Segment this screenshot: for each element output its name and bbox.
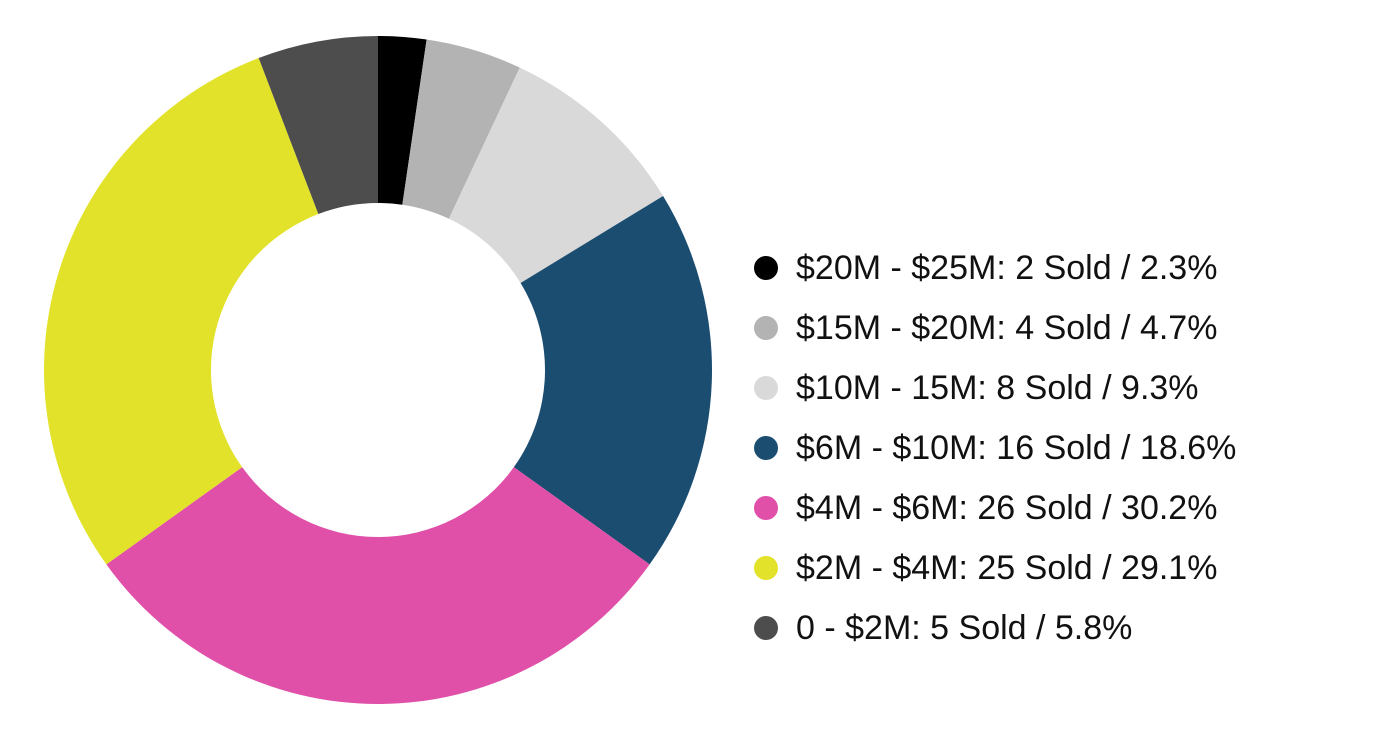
legend-item: $10M - 15M: 8 Sold / 9.3% — [754, 358, 1374, 418]
legend-label: $15M - $20M: 4 Sold / 4.7% — [796, 308, 1218, 347]
donut-slice-3 — [448, 67, 664, 284]
donut-slice-1 — [378, 36, 427, 205]
legend-item: $15M - $20M: 4 Sold / 4.7% — [754, 298, 1374, 358]
legend-item: $4M - $6M: 26 Sold / 30.2% — [754, 478, 1374, 538]
legend-swatch-icon — [754, 256, 778, 280]
donut-slice-7 — [258, 36, 378, 215]
legend-swatch-icon — [754, 316, 778, 340]
legend-item: $20M - $25M: 2 Sold / 2.3% — [754, 238, 1374, 298]
legend-swatch-icon — [754, 436, 778, 460]
legend-item: $2M - $4M: 25 Sold / 29.1% — [754, 538, 1374, 598]
legend-label: 0 - $2M: 5 Sold / 5.8% — [796, 608, 1133, 647]
donut-chart — [44, 36, 712, 704]
legend-swatch-icon — [754, 616, 778, 640]
legend-label: $6M - $10M: 16 Sold / 18.6% — [796, 428, 1237, 467]
legend-label: $4M - $6M: 26 Sold / 30.2% — [796, 488, 1218, 527]
legend-label: $2M - $4M: 25 Sold / 29.1% — [796, 548, 1218, 587]
legend-swatch-icon — [754, 556, 778, 580]
legend-label: $10M - 15M: 8 Sold / 9.3% — [796, 368, 1199, 407]
donut-slice-4 — [513, 196, 712, 565]
legend-label: $20M - $25M: 2 Sold / 2.3% — [796, 248, 1218, 287]
donut-slice-6 — [44, 58, 319, 565]
legend-swatch-icon — [754, 376, 778, 400]
donut-slice-2 — [402, 39, 520, 219]
chart-legend: $20M - $25M: 2 Sold / 2.3% $15M - $20M: 4… — [754, 238, 1374, 658]
legend-item: $6M - $10M: 16 Sold / 18.6% — [754, 418, 1374, 478]
legend-item: 0 - $2M: 5 Sold / 5.8% — [754, 598, 1374, 658]
donut-slice-5 — [106, 467, 650, 704]
legend-swatch-icon — [754, 496, 778, 520]
